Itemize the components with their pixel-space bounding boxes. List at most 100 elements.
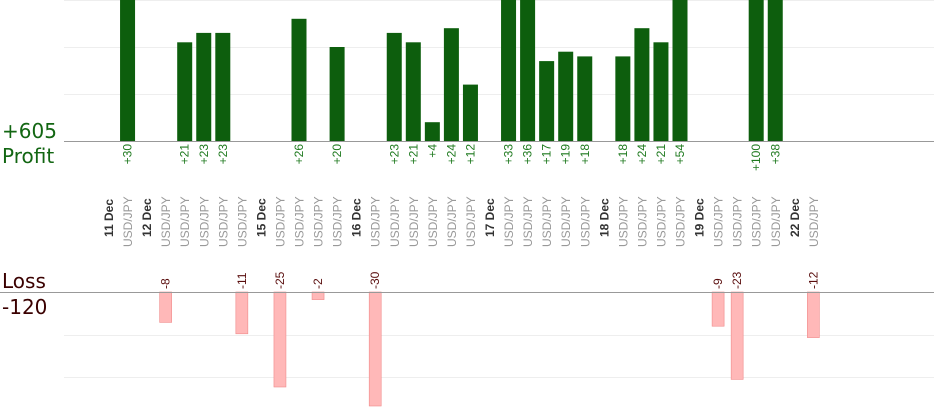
profit-value-label: +24	[635, 144, 649, 165]
profit-value-label: +20	[330, 144, 344, 165]
date-label: 16 Dec	[350, 198, 364, 237]
loss-bar	[368, 291, 382, 407]
loss-bar	[273, 291, 287, 388]
loss-bar	[730, 291, 744, 380]
value-labels: +30 -8 +21 +23 +23 -11 -25 +26 -2 +20 -30 +23 +21 +4 +…	[121, 144, 821, 289]
profit-value-label: +100	[749, 144, 763, 171]
profit-total: +605	[2, 119, 57, 143]
profit-value-label: +38	[768, 144, 782, 165]
profit-bar	[634, 28, 650, 142]
pair-label: USD/JPY	[445, 196, 459, 247]
date-label: 22 Dec	[788, 198, 802, 237]
profit-bar	[672, 0, 688, 141]
pair-label: USD/JPY	[654, 196, 668, 247]
pair-label: USD/JPY	[273, 196, 287, 247]
loss-value-label: -11	[235, 272, 249, 289]
loss-bar	[311, 291, 325, 300]
profit-bar	[462, 84, 478, 141]
profit-value-label: +21	[178, 144, 192, 165]
pair-label: USD/JPY	[635, 196, 649, 247]
pair-label: USD/JPY	[407, 196, 421, 247]
loss-label: Loss	[2, 269, 46, 293]
profit-bar	[329, 47, 345, 141]
profit-bar	[120, 0, 136, 141]
profit-value-label: +30	[121, 144, 135, 165]
pair-label: USD/JPY	[540, 196, 554, 247]
date-label: 11 Dec	[102, 199, 116, 237]
pair-label: USD/JPY	[712, 196, 726, 247]
profit-value-label: +23	[197, 144, 211, 165]
profit-value-label: +4	[425, 144, 439, 158]
pair-label: USD/JPY	[178, 196, 192, 247]
profit-value-label: +26	[292, 144, 306, 165]
profit-bar	[615, 56, 631, 141]
profit-value-label: +21	[406, 144, 420, 165]
profit-value-label: +23	[387, 144, 401, 165]
loss-bar	[711, 291, 725, 327]
pair-label: USD/JPY	[159, 196, 173, 247]
loss-bar	[235, 291, 249, 335]
pair-label: USD/JPY	[216, 196, 230, 247]
pair-label: USD/JPY	[750, 196, 764, 247]
profit-bar	[405, 42, 421, 141]
pair-label: USD/JPY	[426, 196, 440, 247]
profit-value-label: +33	[502, 144, 516, 165]
pair-label: USD/JPY	[121, 196, 135, 247]
profit-bar	[748, 0, 764, 141]
loss-bar	[807, 291, 820, 338]
profit-value-label: +12	[463, 144, 477, 165]
baselines	[0, 141, 934, 293]
profit-value-label: +36	[521, 144, 535, 165]
loss-total: -120	[2, 295, 48, 319]
pair-label: USD/JPY	[388, 196, 402, 247]
date-label: 15 Dec	[254, 198, 268, 237]
profit-bar	[520, 0, 536, 141]
loss-bar	[159, 291, 172, 323]
profit-bar	[196, 32, 212, 141]
profit-value-label: +54	[673, 144, 687, 165]
loss-value-label: -8	[159, 278, 173, 289]
loss-value-label: -25	[273, 271, 287, 289]
loss-value-label: -9	[711, 278, 725, 289]
column-labels: 11 Dec USD/JPY 12 Dec USD/JPY USD/JPY USD/JPY…	[102, 196, 821, 247]
pair-label: USD/JPY	[559, 196, 573, 247]
pair-label: USD/JPY	[731, 196, 745, 247]
loss-value-label: -12	[806, 271, 820, 289]
pair-label: USD/JPY	[197, 196, 211, 247]
date-label: 17 Dec	[483, 198, 497, 237]
pair-label: USD/JPY	[578, 196, 592, 247]
profit-value-label: +17	[540, 144, 554, 165]
pair-label: USD/JPY	[464, 196, 478, 247]
gridlines	[64, 0, 934, 378]
loss-value-label: -23	[730, 271, 744, 289]
profit-bar	[424, 122, 440, 141]
profit-bar	[539, 61, 555, 141]
profit-value-label: +23	[216, 144, 230, 165]
pair-label: USD/JPY	[807, 196, 821, 247]
profit-value-label: +24	[444, 144, 458, 165]
profit-bar	[443, 28, 459, 142]
profit-bar	[177, 42, 193, 141]
profit-bar	[501, 0, 517, 141]
profit-bar	[291, 18, 307, 141]
pair-label: USD/JPY	[521, 196, 535, 247]
profit-bar	[653, 42, 669, 141]
date-label: 19 Dec	[693, 198, 707, 237]
profit-value-label: +18	[616, 144, 630, 165]
pair-label: USD/JPY	[502, 196, 516, 247]
profit-value-label: +19	[559, 144, 573, 165]
pair-label: USD/JPY	[293, 196, 307, 247]
profit-bar	[577, 56, 593, 141]
profit-value-label: +18	[578, 144, 592, 165]
loss-value-label: -2	[311, 278, 325, 289]
pair-label: USD/JPY	[674, 196, 688, 247]
profit-bar	[767, 0, 783, 141]
pair-label: USD/JPY	[235, 196, 249, 247]
profit-bar	[386, 32, 402, 141]
bars	[120, 0, 820, 407]
date-label: 12 Dec	[140, 198, 154, 237]
date-label: 18 Dec	[597, 198, 611, 237]
pair-label: USD/JPY	[331, 196, 345, 247]
profit-bar	[558, 51, 574, 142]
